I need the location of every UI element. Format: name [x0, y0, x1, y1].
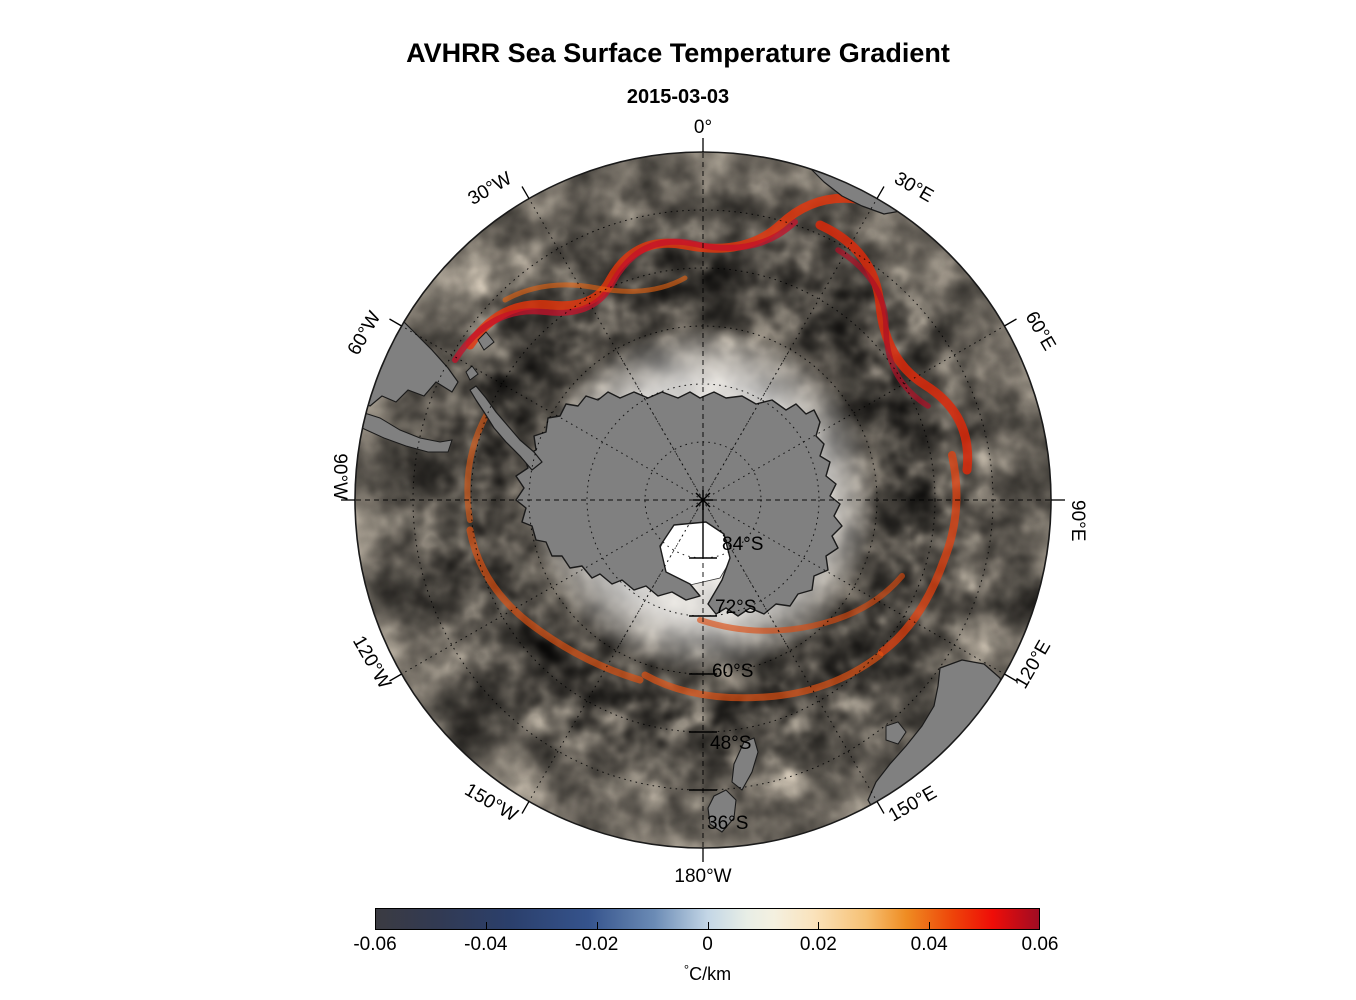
longitude-ticks	[341, 138, 1065, 862]
colorbar-tick	[485, 922, 487, 930]
lon-label-0: 0°	[694, 117, 712, 138]
polar-map-svg: 84°S 72°S 60°S 48°S 36°S	[329, 117, 1088, 887]
tasmania	[885, 721, 907, 745]
lat-label-48s: 48°S	[710, 733, 751, 754]
colorbar-tick	[707, 922, 709, 930]
colorbar-tick	[929, 922, 931, 930]
peninsula-islands	[465, 365, 479, 381]
colorbar-tick-label: -0.02	[575, 934, 619, 955]
page-subtitle: 2015-03-03	[626, 86, 730, 108]
colorbar-tick	[818, 922, 820, 930]
lon-label-30e: 30°E	[891, 168, 937, 207]
lon-label-30w: 30°W	[465, 168, 516, 210]
units-text: C/km	[689, 963, 732, 984]
colorbar-tick-label: 0.04	[910, 934, 948, 955]
colorbar-units-label: °C/km	[683, 962, 732, 984]
acc-front-filaments	[452, 193, 973, 702]
new-zealand-north-island	[707, 789, 737, 833]
colorbar: -0.06 -0.04 -0.02 0 0.02 0.04 0.06	[353, 908, 1058, 955]
lon-label-90e: 90°E	[1067, 500, 1088, 541]
lat-label-36s: 36°S	[707, 813, 748, 834]
page-title: AVHRR Sea Surface Temperature Gradient	[406, 38, 950, 68]
colorbar-tick-label: 0.06	[1021, 934, 1059, 955]
antarctica-landmass	[515, 391, 843, 617]
lon-label-60e: 60°E	[1021, 308, 1060, 354]
lon-label-90w: 90°W	[329, 453, 350, 500]
lat-label-72s: 72°S	[715, 597, 756, 618]
colorbar-tick-label: -0.04	[464, 934, 508, 955]
lat-label-60s: 60°S	[712, 661, 753, 682]
colorbar-tick-label: 0	[702, 934, 713, 955]
colorbar-tick	[596, 922, 598, 930]
peninsula-islands-2	[477, 331, 495, 351]
latitude-labels: 84°S 72°S 60°S 48°S 36°S	[689, 500, 763, 834]
polar-map: 84°S 72°S 60°S 48°S 36°S	[329, 117, 1088, 887]
colorbar-tick-label: -0.06	[353, 934, 397, 955]
colorbar-tick-label: 0.02	[799, 934, 837, 955]
lon-label-180w: 180°W	[674, 866, 731, 887]
lat-label-84s: 84°S	[722, 534, 763, 555]
new-zealand-south-island	[731, 737, 759, 791]
antarctic-peninsula	[469, 385, 543, 471]
lon-label-60w: 60°W	[344, 308, 386, 359]
